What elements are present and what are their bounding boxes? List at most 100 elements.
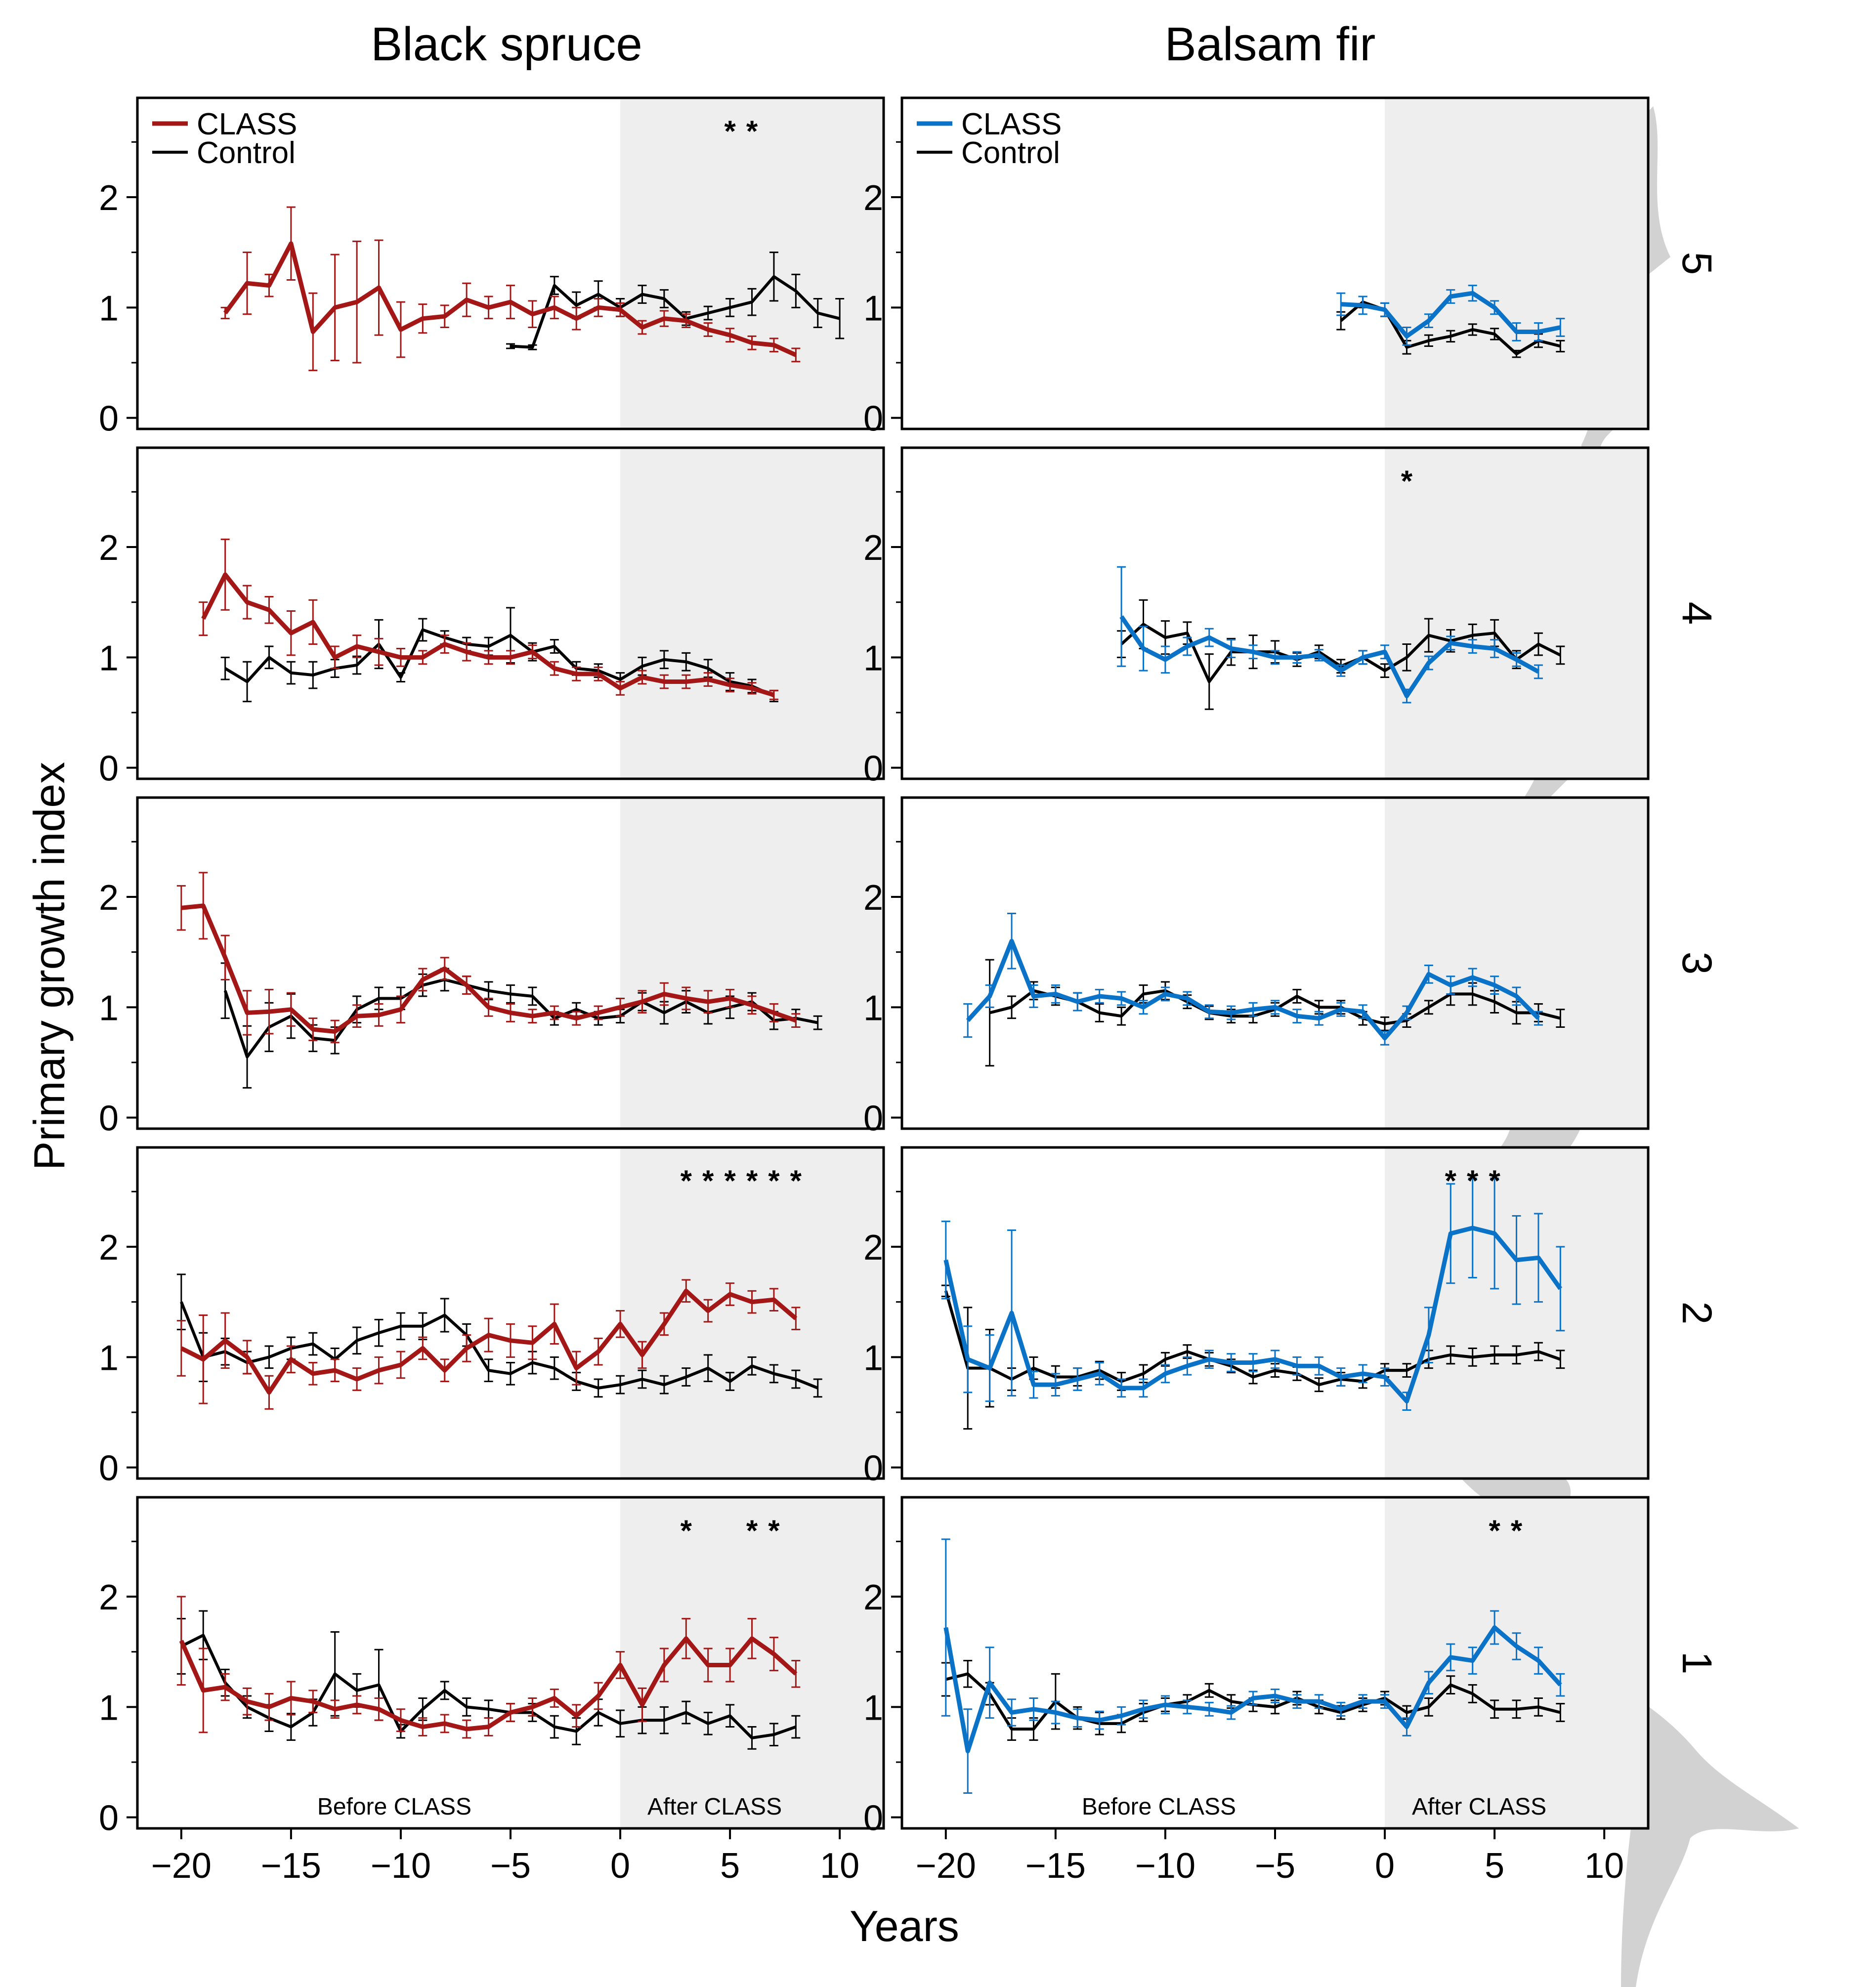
panel-fir-row-4: * 0 1 2 4	[863, 446, 1720, 789]
row-label: 4	[1674, 602, 1720, 625]
significance-marker: *	[1511, 1514, 1523, 1547]
y-tick-label: 1	[99, 289, 119, 328]
significance-marker: *	[746, 115, 758, 148]
row-label: 5	[1674, 252, 1720, 275]
row-label: 1	[1674, 1651, 1720, 1675]
x-tick-label: 0	[1375, 1846, 1395, 1886]
class-series-line	[943, 1226, 1563, 1404]
row-label: 2	[1674, 1302, 1720, 1325]
y-tick-label: 0	[99, 1099, 119, 1139]
x-tick-label: 10	[1584, 1846, 1624, 1886]
significance-marker: *	[1445, 1164, 1457, 1197]
x-tick-label: −15	[261, 1846, 321, 1886]
y-tick-label: 1	[863, 289, 883, 328]
significance-marker: *	[681, 1514, 692, 1547]
y-tick-label: 0	[99, 399, 119, 439]
y-tick-label: 1	[863, 1688, 883, 1728]
significance-marker: *	[746, 1514, 758, 1547]
after-class-shading	[1385, 798, 1648, 1129]
panel-frame	[136, 1146, 885, 1480]
y-axis-label: Primary growth index	[25, 762, 74, 1171]
y-tick-label: 0	[863, 399, 883, 439]
significance-marker: *	[1489, 1164, 1500, 1197]
row-label: 3	[1674, 952, 1720, 975]
panel-frame	[136, 96, 885, 430]
y-tick-label: 1	[863, 1338, 883, 1378]
y-tick-label: 2	[99, 878, 119, 918]
significance-marker: *	[790, 1164, 802, 1197]
x-tick-label: −5	[1255, 1846, 1295, 1886]
class-series-line	[223, 241, 797, 357]
after-class-shading	[620, 98, 884, 429]
y-tick-label: 0	[863, 749, 883, 789]
significance-marker: *	[1401, 465, 1413, 498]
y-tick-label: 0	[863, 1799, 883, 1838]
control-series-line	[510, 275, 840, 349]
panel-frame	[900, 796, 1650, 1130]
panel-spruce-row-4: 0 1 2	[99, 446, 885, 789]
panel-frame	[900, 96, 1650, 430]
significance-marker: *	[724, 115, 736, 148]
after-class-shading	[1385, 1147, 1648, 1479]
after-class-shading	[620, 798, 884, 1129]
x-tick-label: 5	[1485, 1846, 1504, 1886]
before-class-label: Before CLASS	[317, 1794, 471, 1820]
y-tick-label: 0	[99, 749, 119, 789]
x-tick-label: 0	[610, 1846, 630, 1886]
x-tick-label: 5	[720, 1846, 740, 1886]
y-tick-label: 0	[863, 1449, 883, 1488]
y-tick-label: 0	[863, 1099, 883, 1139]
x-tick-label: −20	[916, 1846, 976, 1886]
significance-marker: *	[1489, 1514, 1500, 1547]
x-tick-label: 10	[820, 1846, 859, 1886]
y-tick-label: 1	[99, 988, 119, 1028]
y-tick-label: 2	[99, 178, 119, 218]
significance-marker: *	[702, 1164, 714, 1197]
col-title-right: Balsam fir	[1165, 18, 1376, 71]
y-tick-label: 1	[863, 988, 883, 1028]
y-tick-label: 2	[863, 178, 883, 218]
significance-marker: *	[1467, 1164, 1479, 1197]
panel-frame	[900, 1146, 1650, 1480]
panel-frame	[136, 446, 885, 780]
panel-spruce-row-1: * * * 0 1 2 Before CLASS After CLASS −20 −15 −10 −5…	[99, 1496, 885, 1886]
x-axis-label: Years	[850, 1902, 959, 1950]
significance-marker: *	[746, 1164, 758, 1197]
y-tick-label: 2	[863, 528, 883, 568]
panel-fir-row-2: * * * 0 1 2 2	[863, 1146, 1720, 1488]
y-tick-label: 2	[99, 528, 119, 568]
y-tick-label: 2	[863, 1228, 883, 1268]
panel-fir-row-1: * * 0 1 2 Before CLASS After CLASS −20 −15 −10 −5 0…	[863, 1496, 1720, 1886]
x-tick-label: −15	[1025, 1846, 1086, 1886]
y-tick-label: 0	[99, 1449, 119, 1488]
control-series-line	[224, 628, 775, 698]
legend-control-label: Control	[961, 136, 1060, 170]
control-series-line	[180, 1301, 818, 1390]
y-tick-label: 1	[99, 1688, 119, 1728]
panel-frame	[136, 796, 885, 1130]
class-series-line	[1119, 615, 1540, 698]
panel-spruce-row-3: 0 1 2	[99, 796, 885, 1139]
significance-marker: *	[768, 1514, 780, 1547]
y-tick-label: 2	[863, 1578, 883, 1617]
legend-class-label: CLASS	[961, 107, 1062, 141]
class-series-line	[179, 1636, 798, 1732]
y-tick-label: 2	[99, 1228, 119, 1268]
y-tick-label: 0	[99, 1799, 119, 1838]
class-series-line	[180, 1288, 798, 1395]
significance-marker: *	[681, 1164, 692, 1197]
y-tick-label: 2	[99, 1578, 119, 1617]
class-series-line	[966, 938, 1540, 1041]
class-series-line	[181, 903, 797, 1034]
panel-spruce-row-2: * * * * * * 0 1 2	[99, 1146, 885, 1488]
control-series-line	[944, 1290, 1561, 1387]
class-series-line	[943, 1625, 1562, 1754]
after-class-shading	[620, 448, 884, 779]
legend-control-label: Control	[197, 136, 296, 170]
after-class-label: After CLASS	[1412, 1794, 1546, 1820]
panels: * *012CLASSControl012CLASSControl5012*012…	[99, 96, 1720, 1886]
y-tick-label: 2	[863, 878, 883, 918]
